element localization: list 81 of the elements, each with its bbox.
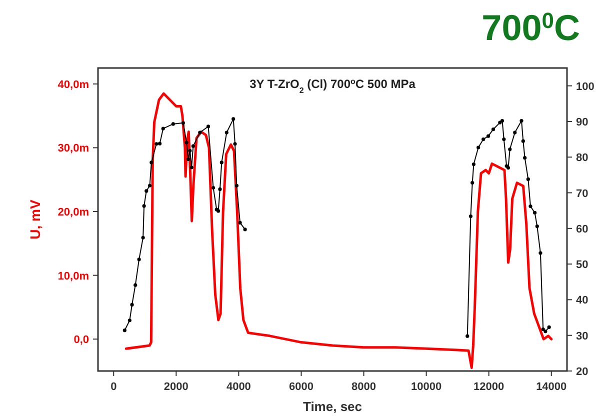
point xyxy=(220,160,224,164)
point xyxy=(142,204,146,208)
point xyxy=(137,258,141,262)
text: 3Y T-ZrO$_{2}$ (Cl) 700$^{o}$C 500 MPa xyxy=(250,76,416,94)
x-tick-label: 6000 xyxy=(288,381,314,393)
point xyxy=(466,334,470,338)
x-tick-label: 12000 xyxy=(474,381,504,393)
point xyxy=(191,144,196,148)
y2-tick-label: 80 xyxy=(576,152,588,164)
point xyxy=(500,118,504,123)
y-axis-title: U, mV xyxy=(27,199,43,240)
point xyxy=(161,126,165,130)
point xyxy=(508,147,512,152)
point xyxy=(538,251,542,255)
point xyxy=(154,142,158,146)
y-tick-label: 40,0m xyxy=(58,78,90,91)
x-tick-label: 0 xyxy=(110,381,117,393)
point xyxy=(190,166,194,170)
x-tick-label: 10000 xyxy=(411,381,442,393)
point xyxy=(526,177,530,182)
point xyxy=(184,140,188,144)
point xyxy=(134,283,138,287)
point xyxy=(544,330,548,334)
y-tick-label: 20,0m xyxy=(58,206,90,219)
point xyxy=(243,228,247,232)
point xyxy=(470,180,474,185)
point xyxy=(188,148,192,152)
point xyxy=(130,302,134,306)
point xyxy=(513,130,517,134)
point xyxy=(541,327,545,332)
point xyxy=(238,220,242,225)
point xyxy=(486,134,490,138)
point xyxy=(186,157,190,162)
point xyxy=(502,137,506,142)
x-tick-label: 8000 xyxy=(352,381,376,393)
point xyxy=(206,124,210,128)
x-tick-label: 4000 xyxy=(226,381,251,393)
line-series xyxy=(124,92,553,370)
point xyxy=(468,214,472,218)
point xyxy=(521,139,525,143)
y-tick-label: 30,0m xyxy=(58,142,90,155)
y2-tick-label: 100 xyxy=(576,80,594,93)
point xyxy=(234,184,238,188)
point xyxy=(181,121,185,125)
y2-tick-label: 20 xyxy=(576,366,588,378)
y2-tick-label: 70 xyxy=(576,188,588,200)
point xyxy=(198,130,202,134)
point xyxy=(141,236,145,240)
point xyxy=(520,118,524,123)
x-tick-label: 14000 xyxy=(536,381,567,393)
y2-tick-label: 60 xyxy=(576,223,588,236)
point xyxy=(491,128,496,132)
y-tick-label: 0,0 xyxy=(74,334,89,346)
point xyxy=(532,210,537,215)
point xyxy=(535,224,539,228)
point xyxy=(482,137,486,142)
x-tick-label: 2000 xyxy=(164,381,188,393)
point xyxy=(233,142,237,146)
text: 700$^{0}$C xyxy=(482,7,580,48)
point xyxy=(171,122,175,126)
point xyxy=(122,328,126,332)
y2-tick-label: 40 xyxy=(576,294,588,307)
point xyxy=(128,318,132,322)
point xyxy=(523,156,527,160)
x-axis-title: Time, sec xyxy=(302,399,362,414)
point xyxy=(148,184,152,188)
point xyxy=(218,187,222,191)
point xyxy=(144,189,148,193)
point xyxy=(150,160,154,164)
point xyxy=(211,186,216,190)
y2-tick-label: 30 xyxy=(576,330,588,342)
point xyxy=(224,130,228,134)
point xyxy=(158,142,162,146)
y2-tick-label: 90 xyxy=(576,116,588,128)
point xyxy=(232,117,236,121)
point xyxy=(476,146,480,150)
y2-tick-label: 50 xyxy=(576,259,588,272)
y-tick-label: 10,0m xyxy=(58,270,90,282)
point xyxy=(528,204,532,208)
point xyxy=(547,325,551,329)
point xyxy=(472,162,476,166)
